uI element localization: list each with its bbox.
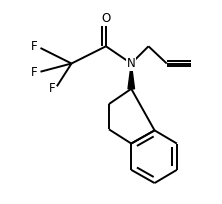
Text: F: F (30, 66, 37, 79)
Text: O: O (101, 12, 111, 26)
Text: F: F (49, 82, 55, 95)
Text: F: F (30, 40, 37, 53)
Polygon shape (128, 63, 135, 89)
Text: N: N (127, 57, 136, 70)
